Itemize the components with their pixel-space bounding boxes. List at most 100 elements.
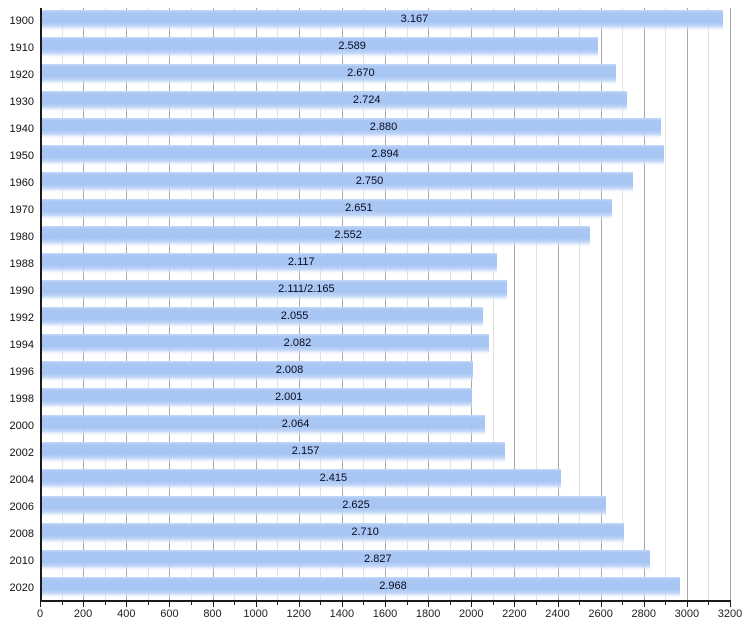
bar-value-label: 2.670: [347, 67, 375, 79]
bar: 2.001: [40, 388, 472, 409]
x-tick-major: [40, 602, 41, 607]
gridline-minor: [708, 8, 710, 601]
gridline-minor: [104, 8, 106, 601]
x-tick-label: 1200: [286, 608, 312, 620]
x-tick-minor: [665, 602, 667, 605]
x-tick-label: 1000: [243, 608, 268, 620]
gridline-major: [298, 8, 300, 601]
gridline-major: [255, 8, 257, 601]
gridline-major: [83, 8, 85, 601]
x-tick-label: 2800: [631, 608, 657, 620]
year-label: 1940: [9, 122, 34, 135]
bar: 2.894: [40, 145, 664, 166]
year-label: 1998: [9, 392, 34, 405]
gridline-minor: [579, 8, 581, 601]
x-tick-major: [385, 602, 386, 607]
x-tick-minor: [320, 602, 322, 605]
bar-value-label: 2.968: [379, 580, 407, 592]
x-tick-minor: [147, 602, 149, 605]
x-tick-minor: [708, 602, 710, 605]
bar: 2.055: [40, 307, 484, 328]
bar-value-label: 2.157: [291, 445, 320, 457]
x-tick-major: [298, 602, 300, 607]
x-tick-label: 1800: [415, 608, 441, 620]
x-tick-label: 200: [73, 608, 93, 620]
gridline-major: [471, 8, 473, 601]
x-tick-minor: [104, 602, 106, 605]
bar-value-label: 2.724: [352, 94, 381, 106]
year-label: 2000: [9, 419, 34, 432]
x-tick-minor: [579, 602, 581, 605]
x-tick-label: 1400: [329, 608, 355, 620]
bar-value-label: 2.880: [369, 121, 398, 133]
x-tick-minor: [61, 602, 63, 605]
x-tick-label: 3000: [674, 608, 700, 620]
year-label: 1970: [9, 203, 34, 216]
x-tick-minor: [190, 602, 192, 605]
bar-value-label: 2.064: [281, 418, 310, 430]
x-tick-minor: [277, 602, 279, 605]
year-label: 1950: [9, 149, 34, 162]
bar-value-label: 2.651: [345, 202, 373, 214]
x-tick-minor: [622, 602, 624, 605]
gridline-major: [126, 8, 128, 601]
gridline-major: [514, 8, 516, 601]
bar: 2.064: [40, 415, 486, 436]
bar-value-label: 2.082: [283, 337, 312, 349]
x-tick-major: [643, 602, 645, 607]
x-tick-minor: [406, 602, 408, 605]
x-tick-minor: [363, 602, 365, 605]
bar: 2.117: [40, 253, 497, 274]
bar: 2.724: [40, 91, 628, 112]
y-axis-line: [40, 8, 42, 601]
gridline-major: [643, 8, 645, 601]
x-tick-major: [255, 602, 257, 607]
year-label: 1994: [9, 338, 34, 351]
bar-value-label: 2.415: [319, 472, 348, 484]
bar: 2.880: [40, 118, 661, 139]
plot-area: 3.167 2.589 2.670 2.724 2.880 2.894 2.750 2.651…: [40, 8, 731, 601]
year-label: 1992: [9, 311, 34, 324]
x-tick-major: [83, 602, 85, 607]
x-tick-major: [600, 602, 602, 607]
x-tick-label: 0: [36, 608, 44, 620]
gridline-major: [730, 8, 731, 601]
x-axis-line: [40, 600, 731, 602]
gridline-minor: [406, 8, 408, 601]
gridline-minor: [234, 8, 236, 601]
x-tick-label: 2400: [545, 608, 570, 620]
bar: 2.625: [40, 496, 606, 517]
year-label: 2010: [9, 554, 34, 567]
bar: 2.589: [40, 37, 599, 58]
year-label: 1960: [9, 176, 34, 189]
x-tick-label: 2000: [459, 608, 484, 620]
x-tick-major: [471, 602, 473, 607]
gridline-minor: [61, 8, 63, 601]
bar: 3.167: [40, 10, 723, 31]
bar: 2.750: [40, 172, 633, 193]
x-tick-label: 3200: [717, 608, 743, 620]
gridline-major: [557, 8, 559, 601]
x-tick-minor: [449, 602, 451, 605]
bar-value-label: 2.055: [280, 310, 309, 322]
bar-value-label: 2.001: [274, 391, 303, 403]
gridline-major: [385, 8, 386, 601]
bar: 2.415: [40, 469, 561, 490]
year-label: 2020: [9, 581, 34, 594]
bar-value-label: 2.111/2.165: [278, 283, 335, 295]
year-label: 1930: [9, 95, 34, 108]
bar: 2.157: [40, 442, 506, 463]
year-label: 2004: [9, 473, 34, 486]
x-tick-minor: [535, 602, 537, 605]
gridline-minor: [147, 8, 149, 601]
gridline-minor: [277, 8, 279, 601]
gridline-minor: [320, 8, 322, 601]
bar-value-label: 2.894: [371, 148, 399, 160]
year-label: 1920: [9, 68, 34, 81]
bar-value-label: 3.167: [400, 13, 429, 25]
gridline-major: [169, 8, 171, 601]
year-label: 1990: [9, 284, 34, 297]
x-tick-major: [169, 602, 171, 607]
bar: 2.651: [40, 199, 612, 220]
